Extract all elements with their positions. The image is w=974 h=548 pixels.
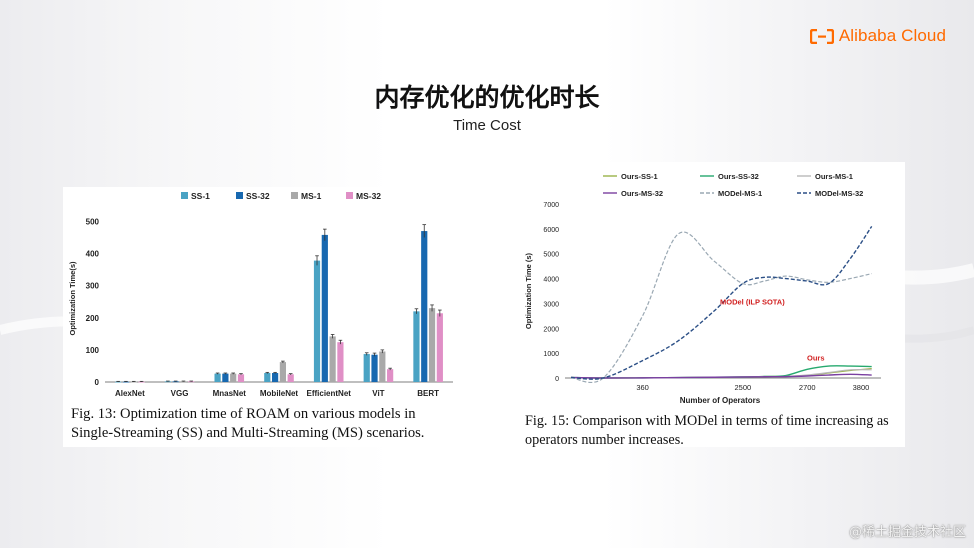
bar xyxy=(387,369,394,382)
x-tick-label: EfficientNet xyxy=(306,389,351,398)
bar xyxy=(313,260,321,382)
watermark: @稀土掘金技术社区 xyxy=(848,525,966,540)
legend-swatch xyxy=(181,192,188,199)
annotation-model: MODel (ILP SOTA) xyxy=(720,298,785,307)
y-tick-label: 7000 xyxy=(543,202,559,209)
bar xyxy=(428,308,436,382)
legend-swatch xyxy=(291,192,298,199)
legend-label: Ours-SS-32 xyxy=(718,172,759,181)
bar xyxy=(230,373,237,382)
slide-title: 内存优化的优化时长 xyxy=(374,83,600,112)
legend-label: Ours-SS-1 xyxy=(621,172,658,181)
bar-chart-caption: Fig. 13: Optimization time of ROAM on va… xyxy=(71,406,425,441)
series-line xyxy=(570,365,872,379)
series-line xyxy=(570,231,872,383)
x-tick-label: 360 xyxy=(636,383,649,392)
bar xyxy=(287,374,294,382)
x-tick-label: ViT xyxy=(372,389,384,398)
slide-subtitle: Time Cost xyxy=(453,117,521,134)
x-tick-label: AlexNet xyxy=(115,389,145,398)
y-tick-label: 200 xyxy=(86,314,100,323)
line-chart-panel: Ours-SS-1 Ours-SS-32 Ours-MS-1 Ours-MS-32 MO… xyxy=(515,162,905,448)
y-tick-label: 5000 xyxy=(543,252,559,259)
bar xyxy=(188,381,195,383)
legend-label: SS-1 xyxy=(191,191,210,201)
alibaba-cloud-mark-icon xyxy=(809,28,834,44)
bar xyxy=(264,373,271,382)
legend-label: MODel-MS-1 xyxy=(718,189,762,198)
y-tick-label: 1000 xyxy=(543,351,559,358)
bar xyxy=(115,381,122,383)
alibaba-cloud-logo: Alibaba Cloud xyxy=(809,26,946,46)
y-axis-label: Optimization Time (s) xyxy=(524,252,533,329)
bar xyxy=(172,381,179,383)
y-tick-label: 0 xyxy=(555,376,559,383)
legend-swatch xyxy=(236,192,243,199)
x-axis-label: Number of Operators xyxy=(680,396,761,405)
legend-label: MS-1 xyxy=(301,191,322,201)
bar xyxy=(180,381,187,383)
bar xyxy=(122,381,130,383)
x-tick-label: 3800 xyxy=(853,383,870,392)
series-line xyxy=(570,373,872,379)
bar xyxy=(214,373,221,382)
y-tick-label: 2000 xyxy=(543,326,559,333)
bar xyxy=(329,336,336,382)
y-tick-label: 100 xyxy=(86,346,100,355)
y-tick-label: 4000 xyxy=(543,277,559,284)
bar xyxy=(237,374,245,382)
x-tick-label: MnasNet xyxy=(213,389,247,398)
x-tick-label: VGG xyxy=(171,389,189,398)
bar xyxy=(222,373,229,382)
bar xyxy=(421,231,428,382)
bar xyxy=(321,234,328,382)
bar xyxy=(337,342,344,382)
annotation-ours: Ours xyxy=(807,354,825,363)
y-tick-label: 400 xyxy=(86,250,100,259)
x-tick-label: MobileNet xyxy=(260,389,299,398)
bar xyxy=(363,354,370,382)
legend-label: Ours-MS-32 xyxy=(621,189,663,198)
bar xyxy=(272,373,279,382)
line-chart-caption: Fig. 15: Comparison with MODel in terms … xyxy=(525,413,889,448)
bar xyxy=(436,313,443,382)
line-chart: Ours-SS-1 Ours-SS-32 Ours-MS-1 Ours-MS-32 MO… xyxy=(524,172,881,405)
y-tick-label: 300 xyxy=(86,282,100,291)
bar-chart-panel: SS-1 SS-32 MS-1 MS-32 0 100 200 300 400 500 Optimi… xyxy=(63,187,459,447)
y-tick-label: 0 xyxy=(95,378,100,387)
bar xyxy=(130,381,137,383)
legend-label: MODel-MS-32 xyxy=(815,189,863,198)
legend-label: MS-32 xyxy=(356,191,381,201)
bar xyxy=(371,354,378,382)
y-tick-label: 3000 xyxy=(543,301,559,308)
legend-swatch xyxy=(346,192,353,199)
x-tick-label: BERT xyxy=(417,389,439,398)
logo-text: Alibaba Cloud xyxy=(838,26,946,45)
legend-label: Ours-MS-1 xyxy=(815,172,853,181)
bar xyxy=(413,311,420,382)
y-tick-label: 500 xyxy=(86,217,100,226)
x-tick-label: 2700 xyxy=(799,383,816,392)
x-tick-label: 2500 xyxy=(734,383,751,392)
y-axis-label: Optimization Time(s) xyxy=(68,261,77,336)
bar xyxy=(279,362,286,382)
bar-chart: SS-1 SS-32 MS-1 MS-32 0 100 200 300 400 500 Optimi… xyxy=(68,191,453,398)
bar xyxy=(379,351,386,382)
y-tick-label: 6000 xyxy=(543,227,559,234)
legend-label: SS-32 xyxy=(246,191,270,201)
bar xyxy=(164,381,171,383)
bar xyxy=(138,381,145,383)
